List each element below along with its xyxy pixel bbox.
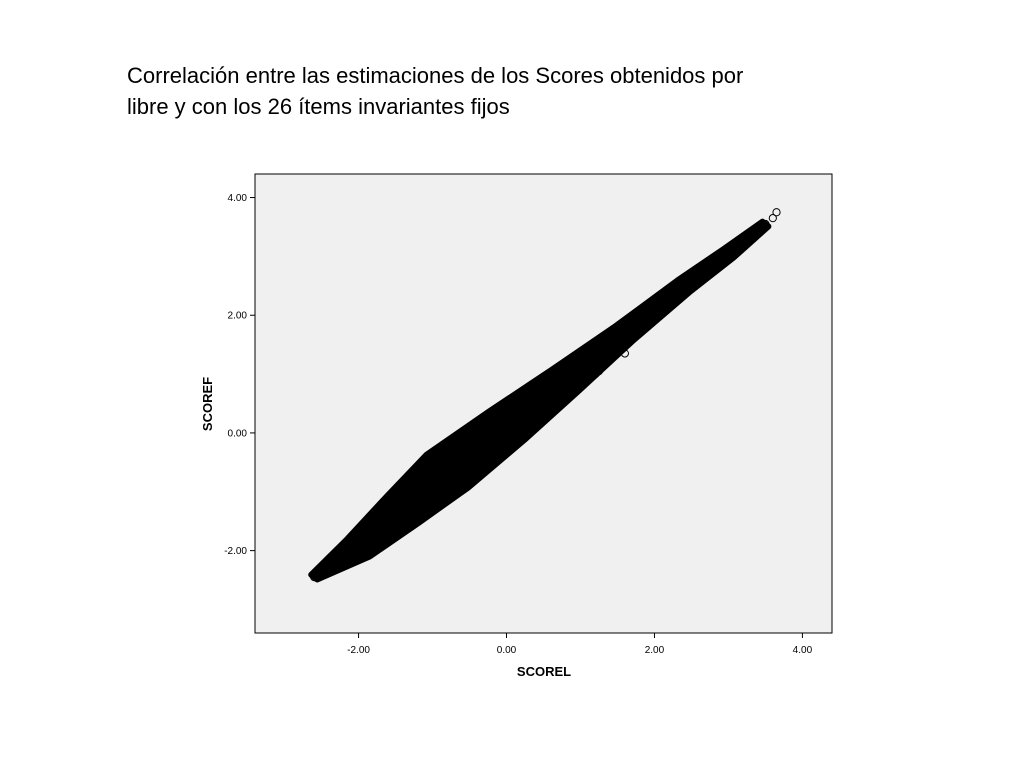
scatter-point bbox=[472, 446, 482, 455]
scatter-point bbox=[428, 481, 437, 490]
scatter-point bbox=[768, 214, 777, 223]
scatter-point bbox=[487, 434, 496, 443]
scatter-point bbox=[694, 264, 703, 273]
scatter-point bbox=[583, 372, 592, 382]
scatter-point bbox=[398, 508, 408, 517]
slide-title-line-1: Correlación entre las estimaciones de lo… bbox=[127, 63, 744, 88]
scatter-point bbox=[665, 293, 674, 302]
scatter-point bbox=[620, 328, 629, 337]
scatter-point bbox=[605, 340, 615, 349]
scatter-points bbox=[310, 208, 781, 582]
y-tick-label: 4.00 bbox=[228, 193, 248, 204]
scatter-point bbox=[443, 470, 452, 479]
scatter-point bbox=[724, 249, 733, 258]
scatter-point bbox=[561, 396, 570, 405]
scatter-point bbox=[384, 520, 393, 529]
scatter-point bbox=[650, 305, 659, 314]
scatter-point bbox=[391, 514, 400, 523]
scatter-point bbox=[361, 522, 371, 532]
x-tick-label: 4.00 bbox=[793, 645, 813, 656]
x-tick-label: -2.00 bbox=[347, 645, 370, 656]
scatter-point bbox=[694, 269, 703, 279]
scatter-point bbox=[672, 281, 681, 290]
y-axis: -2.00 0.00 2.00 4.00 bbox=[224, 193, 255, 557]
scatter-point bbox=[339, 552, 348, 561]
scatter-point bbox=[753, 225, 763, 235]
scatter-point bbox=[532, 399, 541, 408]
x-tick-label: 0.00 bbox=[497, 645, 517, 656]
scatter-point bbox=[546, 408, 555, 417]
scatter-point bbox=[480, 467, 489, 476]
slide-title-line-2: libre y con los 26 ítems invariantes fij… bbox=[127, 94, 510, 119]
scatter-point bbox=[465, 478, 474, 488]
scatter-point bbox=[602, 358, 611, 367]
scatter-point bbox=[568, 361, 578, 370]
scatter-point bbox=[642, 322, 652, 332]
scatter-point bbox=[772, 208, 781, 217]
scatter-point bbox=[413, 496, 422, 505]
scatter-point bbox=[561, 375, 570, 385]
scatter-point bbox=[324, 564, 334, 573]
scatter-point bbox=[435, 464, 445, 473]
y-axis-title: SCOREF bbox=[200, 377, 215, 431]
scatter-point bbox=[613, 334, 622, 343]
scatter-point bbox=[310, 572, 319, 582]
scatter-point bbox=[406, 490, 415, 499]
scatter-point bbox=[539, 405, 548, 414]
scatter-point bbox=[524, 428, 533, 438]
y-tick-label: 2.00 bbox=[228, 311, 248, 322]
scatter-point bbox=[620, 349, 629, 358]
scatter-point bbox=[517, 411, 526, 420]
scatter-point bbox=[354, 543, 363, 552]
x-axis: -2.00 0.00 2.00 4.00 bbox=[347, 633, 813, 656]
scatter-point bbox=[317, 570, 326, 579]
scatter-point bbox=[495, 449, 504, 458]
scatter-point bbox=[458, 458, 467, 467]
scatter-point bbox=[635, 317, 644, 326]
scatter-point bbox=[591, 352, 600, 361]
scatter-point bbox=[339, 555, 348, 564]
scatter-point bbox=[739, 237, 748, 246]
scatter-point bbox=[502, 422, 511, 432]
x-axis-title: SCOREL bbox=[517, 664, 571, 679]
y-tick-label: -2.00 bbox=[224, 546, 247, 557]
slide-title: Correlación entre las estimaciones de lo… bbox=[127, 60, 887, 122]
scatter-point bbox=[450, 461, 459, 470]
scatter-point bbox=[546, 387, 555, 396]
scatter-point bbox=[709, 261, 718, 270]
scatter-point bbox=[594, 367, 604, 376]
y-tick-label: 0.00 bbox=[228, 428, 248, 439]
scatter-point bbox=[509, 425, 519, 435]
scatter-point bbox=[421, 478, 430, 488]
scatter-point bbox=[576, 364, 585, 373]
scatter-point bbox=[761, 219, 770, 229]
scatter-point bbox=[369, 531, 378, 541]
x-tick-label: 2.00 bbox=[645, 645, 665, 656]
